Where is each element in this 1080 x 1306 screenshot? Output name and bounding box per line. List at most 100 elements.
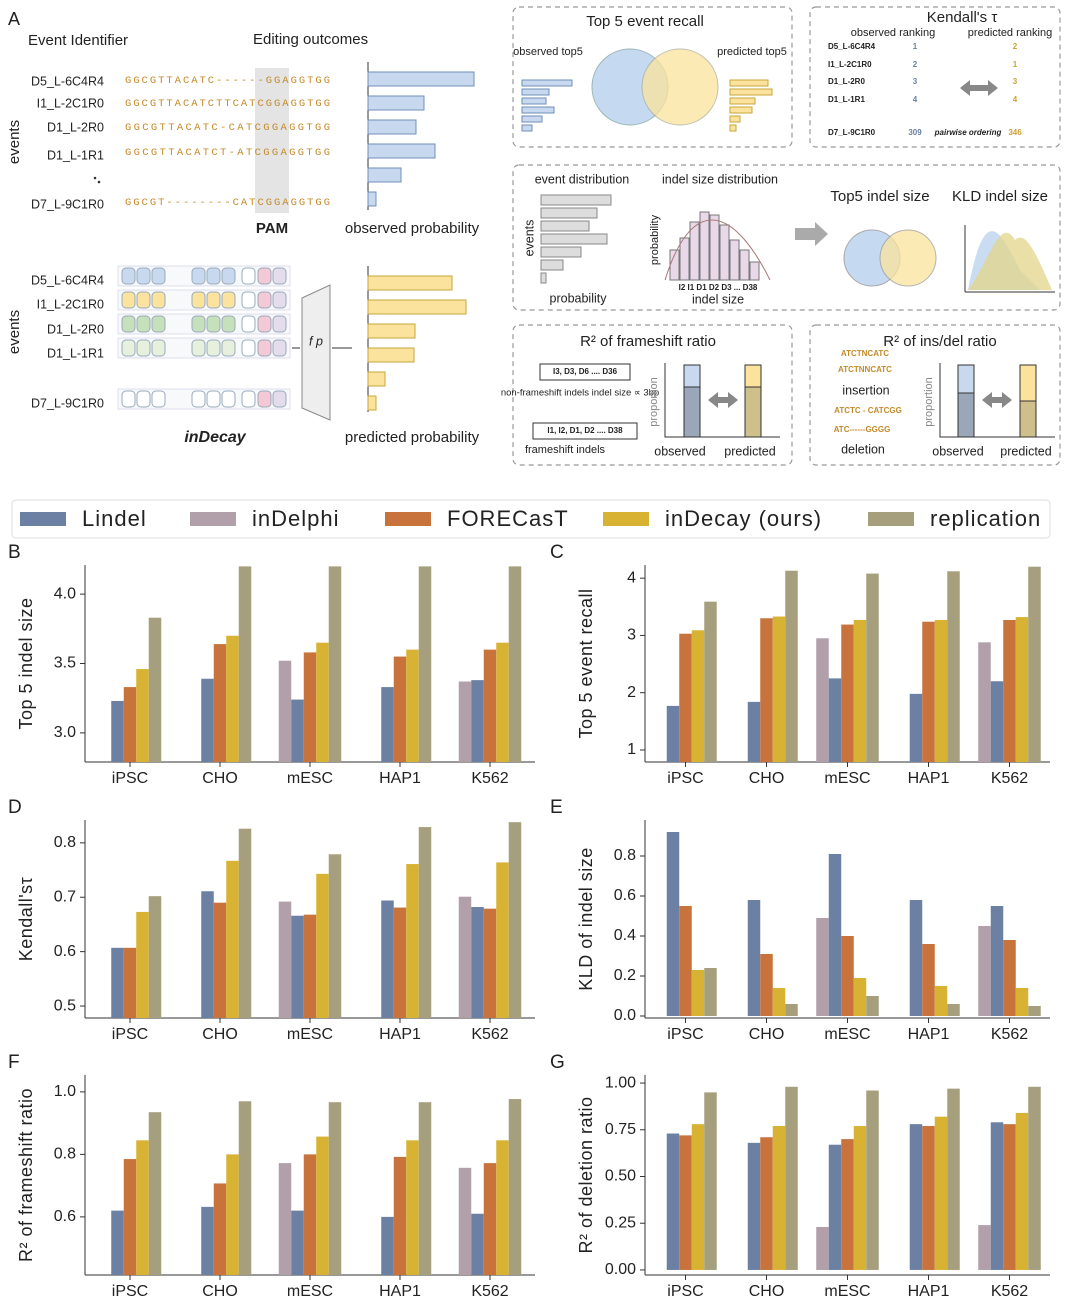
bar <box>816 1226 829 1270</box>
y-tick-label: 1.0 <box>54 1083 76 1100</box>
event-label: D5_L-6C4R4 <box>31 273 104 287</box>
bar <box>947 1004 960 1016</box>
venn <box>879 229 937 287</box>
token <box>257 315 272 333</box>
bar <box>866 573 879 762</box>
bar <box>291 915 304 1018</box>
arrow <box>982 392 1012 408</box>
token <box>272 291 287 309</box>
bar <box>226 860 239 1018</box>
token <box>121 267 136 285</box>
heading: Editing outcomes <box>253 31 368 48</box>
token <box>257 267 272 285</box>
token <box>221 315 236 333</box>
kendall-box <box>809 6 1061 148</box>
panel-label: A <box>8 9 20 29</box>
x-tick-label: mESC <box>824 1283 870 1300</box>
x-tick-label: HAP1 <box>908 1283 950 1300</box>
ranking-rows: D5_L-6C4R4 1 2 I1_L-2C1R0 2 1 D1_L-2R0 3 3 D1_L-1… <box>828 42 1022 137</box>
bar <box>496 1140 509 1275</box>
x-tick-label: K562 <box>471 770 508 787</box>
box-text: KLD indel size <box>952 188 1048 205</box>
legend-label: inDecay (ours) <box>665 506 822 531</box>
stack-sketch <box>957 392 975 438</box>
token <box>191 390 206 408</box>
bar <box>201 678 214 762</box>
bar <box>947 571 960 762</box>
x-tick-label: K562 <box>991 770 1028 787</box>
y-tick-label: 0.0 <box>614 1007 636 1024</box>
arrow <box>708 392 738 408</box>
bar <box>123 687 137 762</box>
y-tick-label: 0.8 <box>54 1146 76 1163</box>
x-tick-label: iPSC <box>112 1026 148 1043</box>
panel-label: E <box>550 797 563 818</box>
stack-sketch <box>1019 364 1037 402</box>
density-curve <box>664 219 771 281</box>
event-label: D5_L-6C4R4 <box>31 74 104 88</box>
bar <box>1015 1112 1029 1270</box>
bar <box>471 680 484 762</box>
event-label: D1_L-2R0 <box>47 322 104 336</box>
mini-bars <box>729 79 773 132</box>
box-title: Kendall's τ <box>927 9 998 26</box>
bar <box>291 1210 304 1275</box>
y-tick-label: 4 <box>627 569 636 586</box>
bar <box>1028 1006 1041 1016</box>
legend-label: replication <box>930 506 1041 531</box>
bar <box>909 1124 923 1270</box>
box-text: pairwise ordering <box>934 128 1002 137</box>
ranking-predicted: 3 <box>1013 77 1018 86</box>
ranking-observed: 309 <box>908 128 922 137</box>
token <box>241 291 256 309</box>
model-fn: f p <box>309 334 323 348</box>
token <box>206 390 221 408</box>
bar <box>934 619 948 762</box>
token <box>191 291 206 309</box>
y-axis-label: R² of frameshift ratio <box>16 1088 36 1262</box>
token <box>191 267 206 285</box>
stack-sketch <box>683 386 701 438</box>
bar <box>691 630 705 762</box>
bar <box>136 669 149 762</box>
token <box>136 267 151 285</box>
x-tick-label: mESC <box>824 1026 870 1043</box>
token <box>151 339 166 357</box>
axes-sketch <box>964 225 1055 293</box>
bar <box>704 968 717 1016</box>
ranking-event: D1_L-2R0 <box>828 77 865 86</box>
bar <box>691 970 705 1016</box>
bar <box>328 854 342 1018</box>
bar <box>841 936 854 1016</box>
box-text: ATCTNNCATC <box>838 365 892 374</box>
stack-sketch <box>744 386 762 438</box>
x-tick-label: iPSC <box>667 770 703 787</box>
bar <box>785 570 798 762</box>
arrow <box>960 80 998 96</box>
box-text: deletion <box>841 442 885 456</box>
bar <box>760 954 773 1016</box>
bar <box>238 828 252 1018</box>
bar <box>278 1163 292 1275</box>
legend-swatch <box>603 512 649 526</box>
bar <box>853 1126 867 1270</box>
pam-label: PAM <box>256 220 288 237</box>
bar <box>922 944 935 1016</box>
token <box>136 315 151 333</box>
axis-label: observed probability <box>345 220 480 237</box>
bar <box>1015 988 1029 1016</box>
x-tick-label: mESC <box>824 770 870 787</box>
y-axis-label: R² of deletion ratio <box>576 1096 596 1253</box>
bar <box>148 1112 162 1275</box>
y-tick-label: 0.6 <box>54 1208 76 1225</box>
axes-sketch <box>939 363 1055 438</box>
bar <box>1003 1124 1016 1270</box>
box-text: predicted top5 <box>717 46 787 58</box>
bar <box>760 1137 773 1270</box>
bar <box>508 566 522 762</box>
ranking-observed: 4 <box>913 95 918 104</box>
y-tick-label: 4.0 <box>54 585 76 602</box>
token <box>121 390 136 408</box>
token <box>257 291 272 309</box>
token <box>272 267 287 285</box>
